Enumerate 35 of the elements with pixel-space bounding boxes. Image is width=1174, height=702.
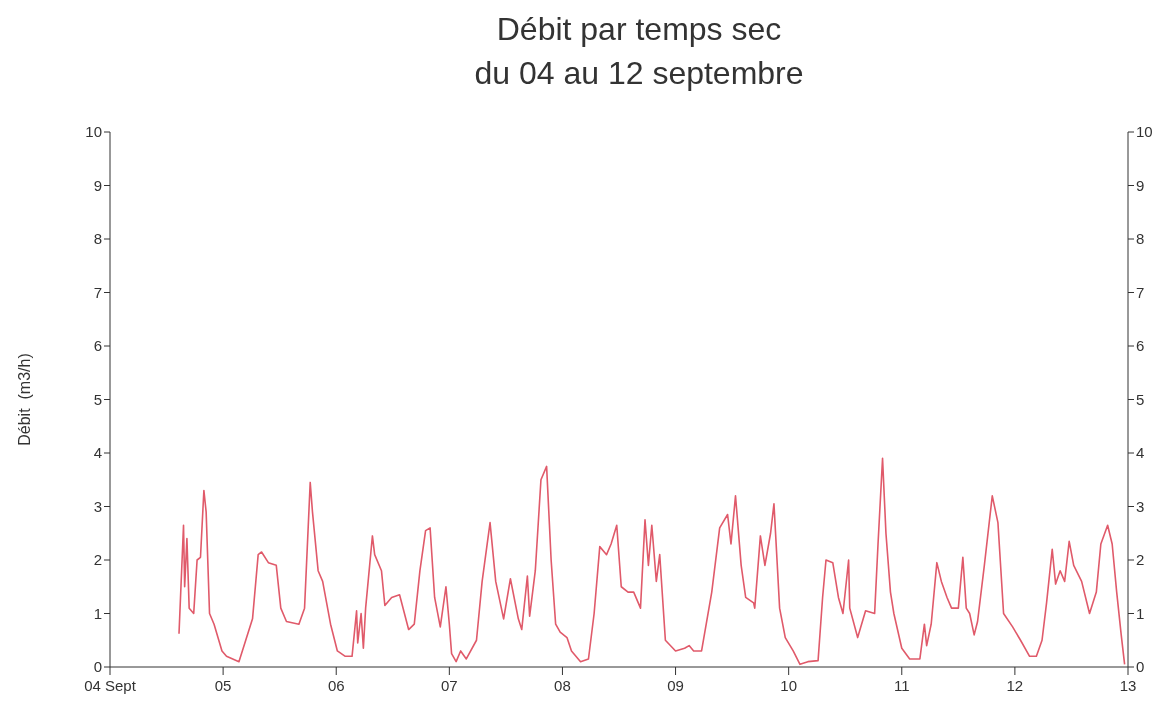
y2-tick-label: 5 bbox=[1136, 390, 1145, 408]
x-tick-label: 05 bbox=[214, 677, 232, 694]
y-tick-label: 10 bbox=[85, 123, 102, 141]
x-tick-label: 11 bbox=[893, 677, 910, 694]
y-tick-label: 1 bbox=[93, 604, 102, 622]
chart-title: Débit par temps sec du 04 au 12 septembre bbox=[474, 11, 804, 91]
y2-tick-label: 1 bbox=[1136, 604, 1145, 622]
x-tick-label: 04 Sept bbox=[84, 677, 137, 694]
y-tick-label: 3 bbox=[93, 497, 102, 515]
y-tick-label: 0 bbox=[93, 658, 102, 676]
line-series bbox=[178, 457, 1126, 666]
y-tick-label: 2 bbox=[93, 551, 102, 569]
x-tick-label: 12 bbox=[1006, 677, 1024, 694]
y-tick-label: 5 bbox=[93, 390, 102, 408]
y2-tick-label: 3 bbox=[1136, 497, 1145, 515]
y-tick-label: 9 bbox=[93, 176, 102, 194]
y-tick-label: 6 bbox=[93, 337, 102, 355]
y-tick-label: 8 bbox=[93, 230, 102, 248]
y2-tick-label: 2 bbox=[1136, 551, 1145, 569]
x-tick-label: 06 bbox=[327, 677, 345, 694]
y2-tick-label: 0 bbox=[1136, 658, 1145, 676]
y2-tick-label: 9 bbox=[1136, 176, 1145, 194]
x-tick-label: 09 bbox=[667, 677, 684, 694]
x-tick-label: 13 bbox=[1119, 677, 1137, 694]
x-tick-label: 07 bbox=[440, 677, 458, 694]
y-tick-label: 4 bbox=[93, 444, 102, 462]
y2-tick-label: 8 bbox=[1136, 230, 1145, 248]
y2-tick-label: 7 bbox=[1136, 283, 1145, 301]
x-tick-label: 10 bbox=[780, 677, 798, 694]
y2-tick-label: 4 bbox=[1136, 444, 1145, 462]
y-axis-title: Débit (m3/h) bbox=[16, 353, 33, 446]
y2-tick-label: 10 bbox=[1136, 123, 1153, 141]
y2-tick-label: 6 bbox=[1136, 337, 1145, 355]
x-tick-label: 08 bbox=[554, 677, 571, 694]
y-tick-label: 7 bbox=[93, 283, 102, 301]
